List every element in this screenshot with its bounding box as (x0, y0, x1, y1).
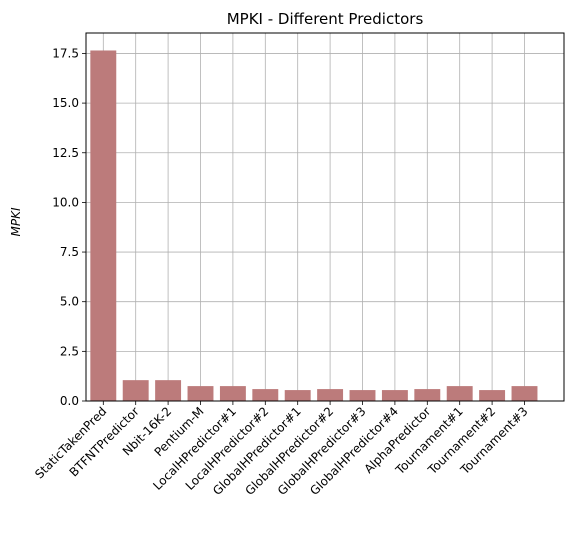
bars (90, 50, 538, 401)
bar (90, 50, 117, 401)
bar (414, 389, 441, 401)
y-axis-label: MPKI (9, 207, 23, 236)
bar (155, 380, 182, 401)
plot-frame (85, 32, 565, 402)
y-tick-label: 0.0 (60, 394, 79, 408)
y-tick-label: 2.5 (60, 344, 79, 358)
bar (187, 386, 214, 401)
y-tick-label: 10.0 (52, 195, 79, 209)
y-tick-label: 15.0 (52, 96, 79, 110)
bar (381, 390, 408, 401)
y-tick-label: 5.0 (60, 295, 79, 309)
bar (511, 386, 538, 401)
bar (122, 380, 149, 401)
bar (446, 386, 473, 401)
bar (219, 386, 246, 401)
y-tick-label: 12.5 (52, 146, 79, 160)
bar (252, 389, 279, 401)
y-tick-label: 7.5 (60, 245, 79, 259)
y-tick-label: 17.5 (52, 46, 79, 60)
bar (349, 390, 376, 401)
bar (479, 390, 506, 401)
bar (284, 390, 311, 401)
bar (317, 389, 344, 401)
grid-lines (86, 33, 564, 402)
chart-title: MPKI - Different Predictors (227, 10, 424, 28)
